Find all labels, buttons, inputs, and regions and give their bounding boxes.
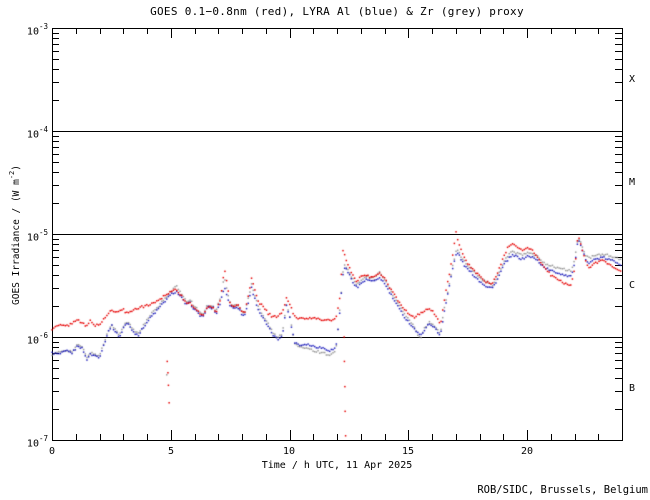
y-tick-label-1e-5: 10-5 [26,228,48,244]
x-tick-label-0: 0 [48,446,56,457]
footer-credit: ROB/SIDC, Brussels, Belgium [477,484,648,496]
chart-title: GOES 0.1−0.8nm (red), LYRA Al (blue) & Z… [150,5,524,18]
y-tick-label-1e-6: 10-6 [26,331,48,347]
flare-class-label-c: C [629,280,636,291]
x-tick-label-15: 15 [401,446,415,457]
flare-class-label-m: M [629,177,636,188]
y-tick-label-1e-4: 10-4 [26,125,48,141]
x-tick-label-10: 10 [282,446,296,457]
x-tick-label-5: 5 [167,446,175,457]
flare-class-label-b: B [629,383,636,394]
y-tick-label-1e-3: 10-3 [26,22,48,38]
x-axis-label: Time / h UTC, 11 Apr 2025 [261,460,413,471]
y-tick-label-1e-7: 10-7 [26,434,48,450]
x-tick-label-20: 20 [520,446,534,457]
flare-class-label-x: X [629,74,636,85]
